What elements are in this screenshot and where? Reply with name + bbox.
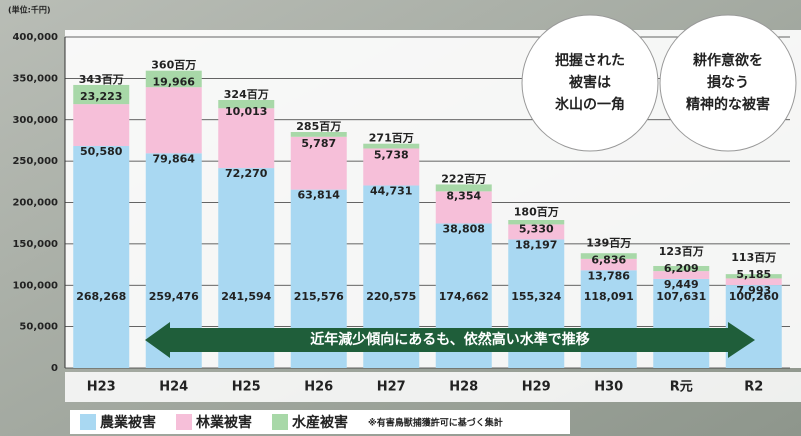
value-label: 38,808 <box>443 222 485 235</box>
value-label: 7,993 <box>736 284 771 297</box>
value-label: 6,209 <box>664 262 699 275</box>
value-label: 6,836 <box>591 253 626 266</box>
footnote: ※有害鳥獣捕獲許可に基づく集計 <box>368 417 503 429</box>
callout-text: 被害は <box>569 74 611 91</box>
callout-text: 耕作意欲を <box>693 52 763 69</box>
legend-swatch <box>80 414 96 430</box>
legend-swatch <box>272 414 288 430</box>
x-tick-label: H25 <box>232 380 261 395</box>
total-label: 222百万 <box>441 172 486 185</box>
y-tick-label: 400,000 <box>12 32 58 43</box>
arrow-text: 近年減少傾向にあるも、依然高い水準で推移 <box>310 331 590 348</box>
y-tick-label: 200,000 <box>12 198 58 209</box>
x-tick-label: H30 <box>594 380 623 395</box>
x-tick-label: H27 <box>377 380 406 395</box>
total-label: 113百万 <box>731 251 776 264</box>
x-tick-label: H23 <box>87 380 116 395</box>
value-label: 79,864 <box>153 152 196 165</box>
y-tick-label: 150,000 <box>12 239 58 250</box>
bar-segment <box>581 270 637 368</box>
total-label: 343百万 <box>79 73 124 86</box>
value-label: 18,197 <box>515 238 557 251</box>
total-label: 180百万 <box>514 205 559 218</box>
bar-segment <box>146 87 202 153</box>
value-label: 50,580 <box>80 145 123 158</box>
x-tick-label: H28 <box>449 380 478 395</box>
x-tick-label: R2 <box>744 380 763 395</box>
callout-text: 氷山の一角 <box>555 96 625 113</box>
value-label: 72,270 <box>225 167 268 180</box>
total-label: 139百万 <box>586 236 631 249</box>
x-tick-label: H24 <box>159 380 188 395</box>
x-tick-label: H29 <box>522 380 551 395</box>
legend-label: 水産被害 <box>292 414 348 431</box>
y-tick-label: 50,000 <box>19 322 58 333</box>
callout-text: 把握された <box>555 52 625 69</box>
callout-text: 損なう <box>707 74 749 91</box>
value-label: 63,814 <box>298 189 341 202</box>
total-label: 123百万 <box>659 245 704 258</box>
chart: (単位:千円) 0 50,000 100,000 150,000 200,000 250,… <box>0 0 801 436</box>
value-label: 19,966 <box>153 76 196 89</box>
y-tick-label: 350,000 <box>12 73 58 84</box>
value-label: 215,576 <box>294 290 344 303</box>
value-label: 10,013 <box>225 105 267 118</box>
value-label: 9,449 <box>664 278 699 291</box>
value-label: 44,731 <box>370 184 412 197</box>
value-label: 174,662 <box>439 290 489 303</box>
value-label: 5,738 <box>374 149 409 162</box>
y-tick-label: 0 <box>51 363 58 374</box>
value-label: 8,354 <box>446 189 481 202</box>
value-label: 259,476 <box>149 290 199 303</box>
legend-swatch <box>176 414 192 430</box>
bar-segment <box>73 146 129 368</box>
unit-label: (単位:千円) <box>8 5 51 15</box>
x-tick-label: R元 <box>670 380 693 395</box>
x-tick-label: H26 <box>304 380 333 395</box>
value-label: 118,091 <box>584 290 634 303</box>
value-label: 5,185 <box>736 268 771 281</box>
y-tick-label: 100,000 <box>12 280 58 291</box>
value-label: 268,268 <box>76 290 126 303</box>
total-label: 360百万 <box>151 59 196 72</box>
callout-text: 精神的な被害 <box>686 96 770 113</box>
legend-label: 林業被害 <box>196 414 252 431</box>
y-tick-label: 300,000 <box>12 115 58 126</box>
value-label: 5,330 <box>519 222 554 235</box>
value-label: 5,787 <box>301 137 336 150</box>
value-label: 241,594 <box>221 290 271 303</box>
page: (単位:千円) 0 50,000 100,000 150,000 200,000 250,… <box>0 0 801 436</box>
value-label: 107,631 <box>656 290 706 303</box>
legend-label: 農業被害 <box>100 414 156 431</box>
total-label: 324百万 <box>224 88 269 101</box>
value-label: 155,324 <box>511 290 561 303</box>
y-tick-label: 250,000 <box>12 156 58 167</box>
value-label: 23,223 <box>80 90 122 103</box>
total-label: 285百万 <box>296 120 341 133</box>
value-label: 220,575 <box>366 290 416 303</box>
bar-segment <box>73 104 129 146</box>
value-label: 13,786 <box>588 269 631 282</box>
total-label: 271百万 <box>369 132 414 145</box>
